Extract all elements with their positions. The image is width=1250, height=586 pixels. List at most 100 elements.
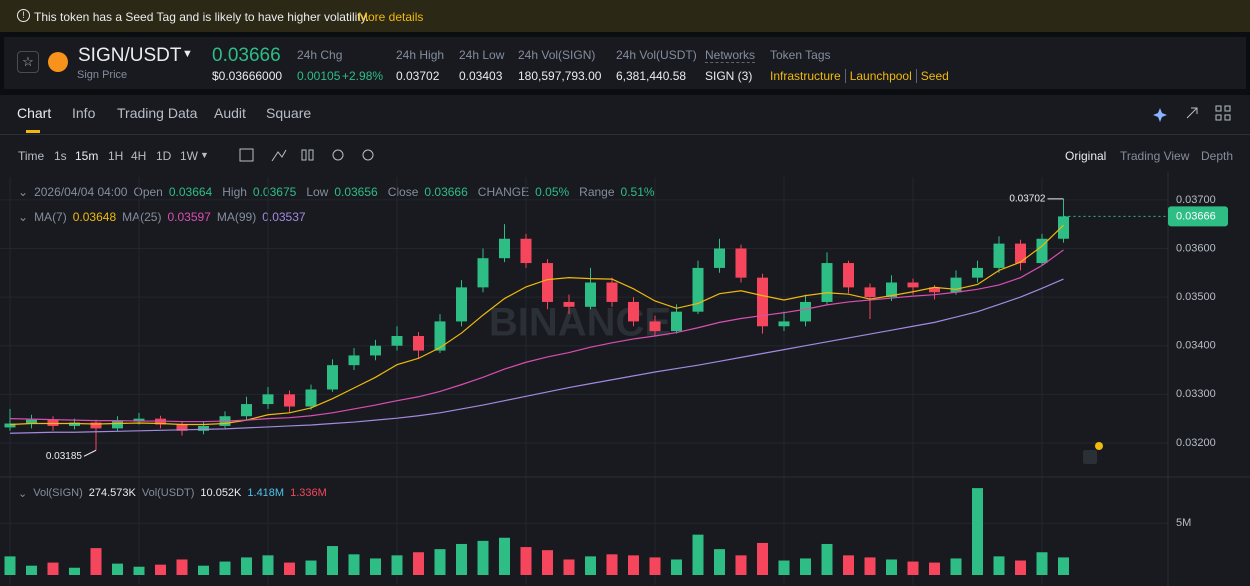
value: 0.03656	[334, 185, 378, 199]
low-label: 0.03185	[46, 451, 83, 462]
volume-bar	[499, 537, 510, 575]
interval[interactable]: 1H	[108, 149, 124, 163]
ai-icon[interactable]	[1153, 108, 1167, 122]
value: 10.052K	[200, 487, 242, 499]
interval[interactable]: 4H	[131, 149, 147, 163]
candle-body	[4, 423, 16, 428]
volume-bar	[864, 557, 876, 575]
volume-bar	[520, 547, 532, 575]
candle-body	[241, 404, 252, 417]
y-tick-label: 0.03200	[1176, 437, 1216, 449]
tab[interactable]: Chart	[17, 105, 52, 121]
candle-body	[542, 263, 553, 302]
candle-body	[477, 258, 489, 288]
volume-bar	[413, 552, 424, 575]
label: MA(99)	[216, 210, 257, 224]
volume-bar	[950, 558, 962, 575]
tab[interactable]: Square	[266, 105, 312, 121]
interval-dropdown[interactable]: ▼	[200, 150, 209, 160]
tag[interactable]: Seed	[915, 69, 949, 83]
candle-body	[563, 301, 575, 307]
candle-body	[47, 419, 59, 426]
volume-bar	[800, 558, 811, 575]
interval[interactable]: 15m	[75, 149, 99, 163]
ma-line	[9, 249, 1064, 423]
volume-bar	[262, 555, 274, 575]
candle-body	[714, 248, 725, 268]
toolbar-icons[interactable]	[239, 105, 1231, 162]
volume-bar	[585, 556, 596, 575]
interval[interactable]: 1D	[156, 149, 172, 163]
pair[interactable]: SIGN/USDT	[78, 45, 182, 66]
label: MA(25)	[122, 210, 162, 224]
stat-value: SIGN (3)	[705, 69, 753, 83]
candle-body	[198, 425, 209, 431]
volume-bar	[735, 555, 747, 575]
candle-body	[585, 282, 596, 307]
ma-line	[9, 224, 1064, 426]
volume-bar	[348, 554, 360, 575]
tag[interactable]: Infrastructure	[770, 69, 841, 83]
volume-bar	[993, 556, 1005, 575]
last-price-label: 0.03666	[1176, 210, 1216, 222]
value: 0.03666	[424, 185, 468, 199]
candle-body	[757, 277, 768, 327]
view[interactable]: Depth	[1201, 149, 1234, 163]
banner-link[interactable]: More details	[358, 10, 424, 24]
candle-body	[391, 335, 403, 346]
tags: Infrastructure Launchpool Seed	[770, 69, 949, 83]
candle-body	[1036, 238, 1048, 264]
y-tick-label: 0.03300	[1176, 388, 1216, 400]
volume-bar	[671, 559, 682, 575]
candle-body	[671, 311, 682, 332]
tab[interactable]: Trading Data	[117, 105, 198, 121]
stat-label: 24h Vol(USDT)	[616, 48, 697, 62]
volume-bar	[1036, 552, 1048, 575]
watermark: BINANCE	[489, 301, 671, 345]
y-tick-label: 0.03500	[1176, 291, 1216, 303]
favorite-button[interactable]: ☆	[17, 51, 39, 73]
scroll-button[interactable]	[1083, 450, 1097, 464]
candle-body	[864, 287, 876, 298]
grid: 0.03200 0.03300 0.03400 0.03500 0.03600 0.037…	[0, 177, 1216, 585]
volume-bar	[155, 564, 166, 575]
value: 0.51%	[620, 185, 655, 199]
pair-dropdown[interactable]: ▼	[182, 48, 193, 60]
volume-bar	[327, 546, 338, 575]
interval[interactable]: Time	[18, 149, 45, 163]
candle-body	[800, 301, 811, 322]
candle-body	[1058, 216, 1069, 239]
subtitle[interactable]: Sign Price	[77, 69, 128, 81]
volume-bar	[1015, 560, 1026, 575]
view[interactable]: Trading View	[1120, 149, 1190, 163]
tab[interactable]: Info	[72, 105, 96, 121]
volume-bar	[542, 550, 553, 575]
volume-bar	[133, 566, 145, 575]
volume-bar	[69, 567, 80, 575]
tag[interactable]: Launchpool	[844, 69, 912, 83]
interval[interactable]: 1s	[54, 149, 67, 163]
candle-body	[649, 321, 661, 332]
candle-body	[456, 287, 467, 322]
banner-text: This token has a Seed Tag and is likely …	[34, 10, 370, 24]
candle-body	[176, 424, 188, 431]
divider	[0, 134, 1250, 135]
ma-line	[9, 278, 1064, 434]
interval[interactable]: 1W	[180, 149, 198, 163]
volume-bar	[241, 557, 252, 575]
header	[4, 37, 1246, 89]
volume-bar	[456, 543, 467, 575]
tab[interactable]: Audit	[214, 105, 246, 121]
price-usd: $0.03666000	[212, 69, 283, 83]
candle-body	[327, 365, 338, 390]
label: MA(7)	[34, 210, 67, 224]
view[interactable]: Original	[1065, 149, 1107, 163]
info-line: ⌄ 2026/04/04 04:00 Open 0.03664 High 0.03675 L…	[18, 185, 659, 199]
volume-bar	[284, 562, 295, 575]
stat-value: +2.98%	[342, 69, 384, 83]
y-tick-label: 0.03600	[1176, 242, 1216, 254]
label: Range	[579, 185, 615, 199]
candle-body	[821, 263, 833, 302]
